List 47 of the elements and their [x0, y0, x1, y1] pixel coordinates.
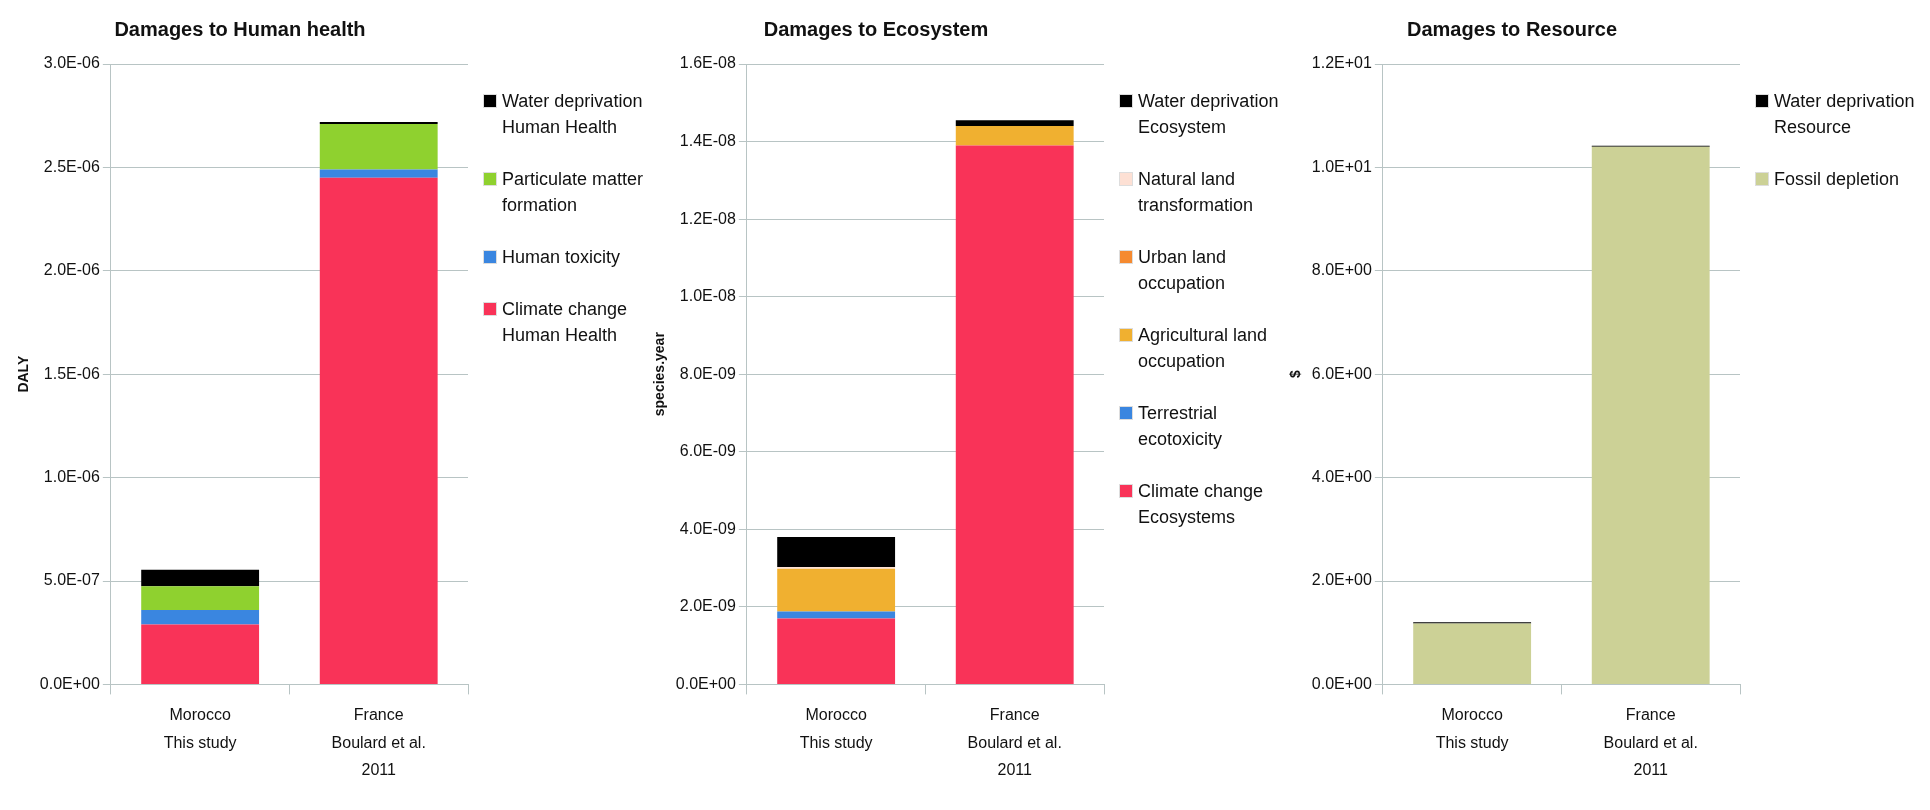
y-tick-label: 6.0E+00	[1311, 364, 1372, 382]
legend-label: Water deprivation Ecosystem	[1138, 90, 1280, 139]
legend-label: Natural land transformation	[1138, 168, 1255, 217]
y-tick-label: 5.0E-07	[43, 571, 100, 589]
y-tick-label: 4.0E-09	[679, 519, 736, 537]
x-tick-label: France Boulard et al. 2011	[1603, 706, 1698, 778]
y-tick-label: 1.0E-06	[43, 468, 100, 486]
x-tick-label: France Boulard et al. 2011	[967, 706, 1062, 778]
y-tick-label: 1.0E-08	[679, 287, 736, 305]
y-tick-label: 3.0E-06	[43, 54, 100, 72]
y-tick-label: 2.5E-06	[43, 157, 100, 175]
chart-title: Damages to Ecosystem	[763, 17, 989, 40]
y-tick-label: 2.0E-06	[43, 261, 100, 279]
y-axis-title: DALY	[15, 355, 32, 393]
y-tick-label: 1.2E-08	[679, 209, 736, 227]
legend-label: Urban land occupation	[1138, 246, 1228, 295]
y-tick-label: 1.6E-08	[679, 54, 736, 72]
y-tick-label: 2.0E-09	[679, 597, 736, 615]
legend-label: Water deprivation Resource	[1774, 90, 1916, 139]
y-tick-label: 2.0E+00	[1311, 571, 1372, 589]
x-tick-label: Morocco This study	[799, 706, 873, 751]
y-tick-label: 4.0E+00	[1311, 468, 1372, 486]
y-tick-label: 0.0E+00	[39, 674, 100, 692]
y-tick-label: 1.5E-06	[43, 364, 100, 382]
legend-label: Climate change Ecosystems	[1138, 480, 1265, 529]
y-tick-label: 1.0E+01	[1311, 157, 1372, 175]
legend-label: Human toxicity	[502, 246, 621, 269]
legend-label: Climate change Human Health	[502, 298, 629, 347]
y-tick-label: 1.4E-08	[679, 131, 736, 149]
x-tick-label: Morocco This study	[163, 706, 237, 751]
legend-label: Terrestrial ecotoxicity	[1138, 402, 1224, 451]
y-axis-title: species.year	[651, 331, 668, 417]
y-tick-label: 8.0E+00	[1311, 261, 1372, 279]
x-tick-label: Morocco This study	[1435, 706, 1509, 751]
chart-title: Damages to Resource	[1406, 17, 1618, 40]
y-tick-label: 8.0E-09	[679, 364, 736, 382]
y-axis-title: $	[1287, 370, 1304, 379]
x-tick-label: France Boulard et al. 2011	[331, 706, 426, 778]
legend-label: Agricultural land occupation	[1138, 324, 1269, 373]
y-tick-label: 6.0E-09	[679, 442, 736, 460]
y-tick-label: 0.0E+00	[1311, 674, 1372, 692]
chart-title: Damages to Human health	[114, 17, 366, 40]
y-tick-label: 1.2E+01	[1311, 54, 1372, 72]
legend-label: Water deprivation Human Health	[502, 90, 644, 139]
legend-label: Particulate matter formation	[502, 168, 644, 217]
legend-label: Fossil depletion	[1774, 168, 1900, 191]
y-tick-label: 0.0E+00	[675, 674, 736, 692]
